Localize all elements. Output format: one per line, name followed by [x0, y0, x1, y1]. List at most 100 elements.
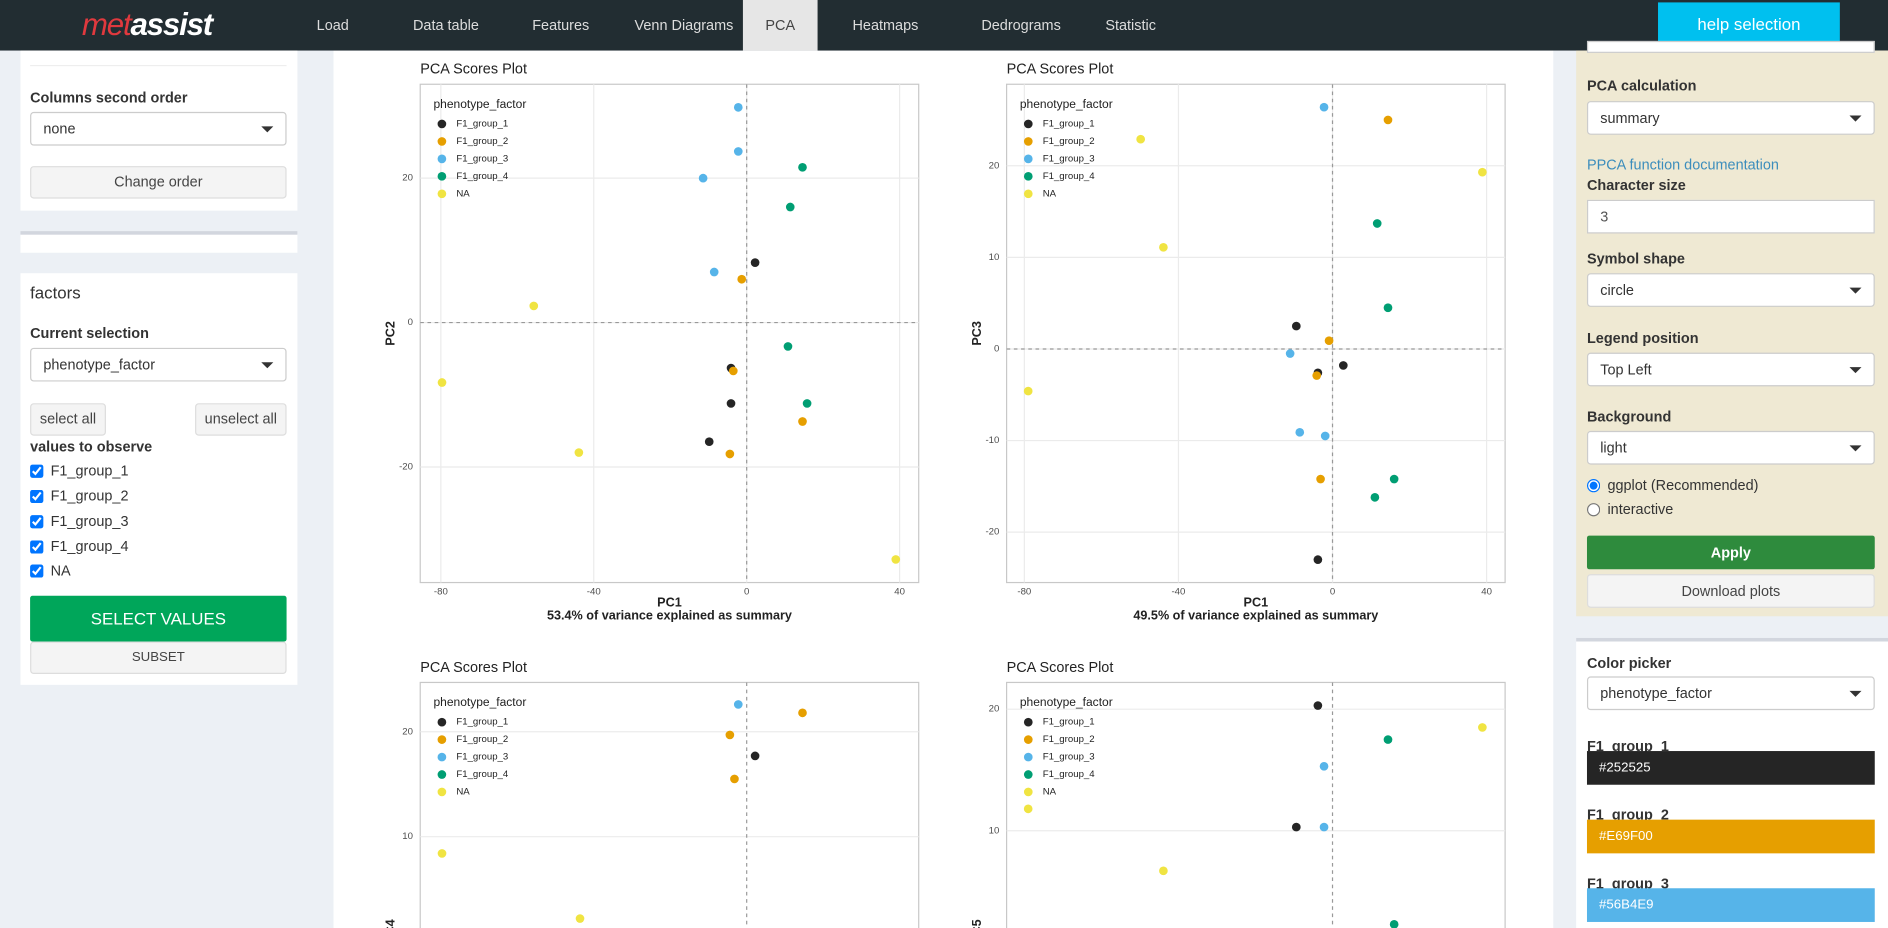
y-tick-label: 20: [402, 173, 413, 184]
point: [728, 366, 738, 376]
y-axis-label: PC5: [970, 919, 984, 928]
doc-link[interactable]: PPCA function documentation: [1586, 156, 1779, 174]
download-button[interactable]: Download plots: [1586, 574, 1875, 608]
checkbox[interactable]: F1_group_1: [30, 460, 128, 482]
radio[interactable]: interactive: [1586, 498, 1673, 520]
change-order-button[interactable]: Change order: [30, 166, 287, 199]
point: [733, 103, 743, 112]
checkbox[interactable]: F1_group_3: [30, 510, 128, 532]
select[interactable]: none: [30, 111, 287, 146]
label: Character size: [1586, 176, 1686, 194]
checkbox-input[interactable]: [30, 540, 44, 555]
collapsed-box: [20, 231, 298, 253]
legend-label: F1_group_3: [456, 153, 508, 164]
plot-panel: [1006, 681, 1506, 928]
point: [1023, 386, 1033, 396]
point: [798, 417, 807, 426]
y-tick-label: 10: [989, 825, 1000, 836]
select[interactable]: summary: [1586, 101, 1875, 135]
plot-title: PCA Scores Plot: [420, 62, 527, 78]
legend-key: [1023, 154, 1033, 164]
point: [725, 449, 735, 459]
unselect-all-button[interactable]: unselect all: [195, 403, 287, 436]
y-tick-label: -10: [985, 435, 999, 446]
checkbox-input[interactable]: [30, 515, 44, 529]
select-values-button[interactable]: SELECT VALUES: [30, 595, 287, 642]
select[interactable]: phenotype_factor: [1586, 676, 1875, 711]
legend-label: NA: [456, 787, 470, 798]
select-all-button[interactable]: select all: [30, 403, 106, 436]
apply-button[interactable]: Apply: [1586, 535, 1875, 570]
tab[interactable]: Venn Diagrams: [634, 16, 734, 34]
input[interactable]: 3: [1586, 199, 1875, 234]
point: [1319, 761, 1329, 771]
checkbox-input[interactable]: [30, 564, 44, 579]
legend-key: [437, 717, 447, 727]
select[interactable]: circle: [1586, 273, 1875, 307]
brand[interactable]: metassist: [82, 6, 213, 43]
tab[interactable]: Heatmaps: [852, 16, 919, 34]
tab-active[interactable]: PCA: [742, 0, 818, 51]
checkbox[interactable]: F1_group_2: [30, 485, 128, 507]
legend-key: [437, 735, 447, 744]
x-tick-label: 40: [1481, 587, 1492, 598]
radio[interactable]: ggplot (Recommended): [1586, 474, 1758, 496]
point: [785, 202, 795, 212]
legend-label: F1_group_4: [1043, 769, 1096, 780]
select[interactable]: Top Left: [1586, 352, 1875, 387]
subset-button[interactable]: SUBSET: [30, 641, 287, 675]
legend-key: [1023, 787, 1033, 797]
point: [1389, 474, 1399, 484]
legend-label: F1_group_2: [1043, 734, 1095, 745]
tab[interactable]: Dedrograms: [981, 16, 1061, 34]
box-title: factors: [30, 282, 81, 303]
select[interactable]: light: [1586, 430, 1875, 465]
tab[interactable]: Data table: [412, 16, 479, 34]
point: [733, 147, 743, 156]
color-swatch[interactable]: #56B4E9: [1586, 888, 1875, 922]
legend-label: NA: [1043, 188, 1057, 199]
legend-title: phenotype_factor: [1020, 97, 1113, 111]
help-button[interactable]: help selection: [1658, 2, 1840, 46]
plot-panel: [419, 83, 920, 584]
point: [698, 173, 708, 183]
point: [575, 914, 585, 923]
checkbox-input[interactable]: [30, 464, 44, 479]
tab[interactable]: Features: [532, 16, 590, 34]
point: [437, 378, 447, 387]
point: [750, 751, 760, 761]
point: [529, 301, 539, 311]
legend-label: F1_group_2: [456, 734, 508, 745]
legend-key: [1023, 717, 1033, 727]
legend-key: [1023, 735, 1033, 744]
plot-panel: [419, 681, 920, 928]
color-swatch[interactable]: #252525: [1586, 751, 1875, 785]
checkbox-input[interactable]: [30, 490, 44, 504]
point: [1136, 134, 1146, 144]
color-box: Color picker phenotype_factor F1_group_1…: [1576, 637, 1888, 928]
legend-key: [1023, 770, 1033, 779]
checkbox[interactable]: F1_group_4: [30, 536, 128, 558]
label: Background: [1586, 408, 1672, 425]
point: [1478, 723, 1487, 732]
point: [725, 730, 735, 740]
legend-key: [437, 787, 447, 797]
radio-input[interactable]: [1586, 479, 1601, 493]
y-tick-label: 10: [402, 831, 413, 842]
input[interactable]: [1586, 40, 1875, 53]
label: F1_group_3: [1586, 875, 1669, 892]
tab[interactable]: Statistic: [1105, 16, 1156, 34]
color-swatch[interactable]: #E69F00: [1586, 819, 1875, 854]
point: [1295, 427, 1305, 437]
legend-label: F1_group_2: [456, 136, 508, 147]
select[interactable]: phenotype_factor: [30, 347, 287, 382]
radio-input[interactable]: [1586, 503, 1601, 517]
tab[interactable]: Load: [316, 16, 349, 34]
legend-key: [1023, 137, 1033, 146]
checkbox[interactable]: NA: [30, 560, 71, 582]
x-tick-label: -40: [587, 587, 601, 598]
x-tick-label: -40: [1171, 587, 1185, 598]
point: [730, 774, 739, 784]
